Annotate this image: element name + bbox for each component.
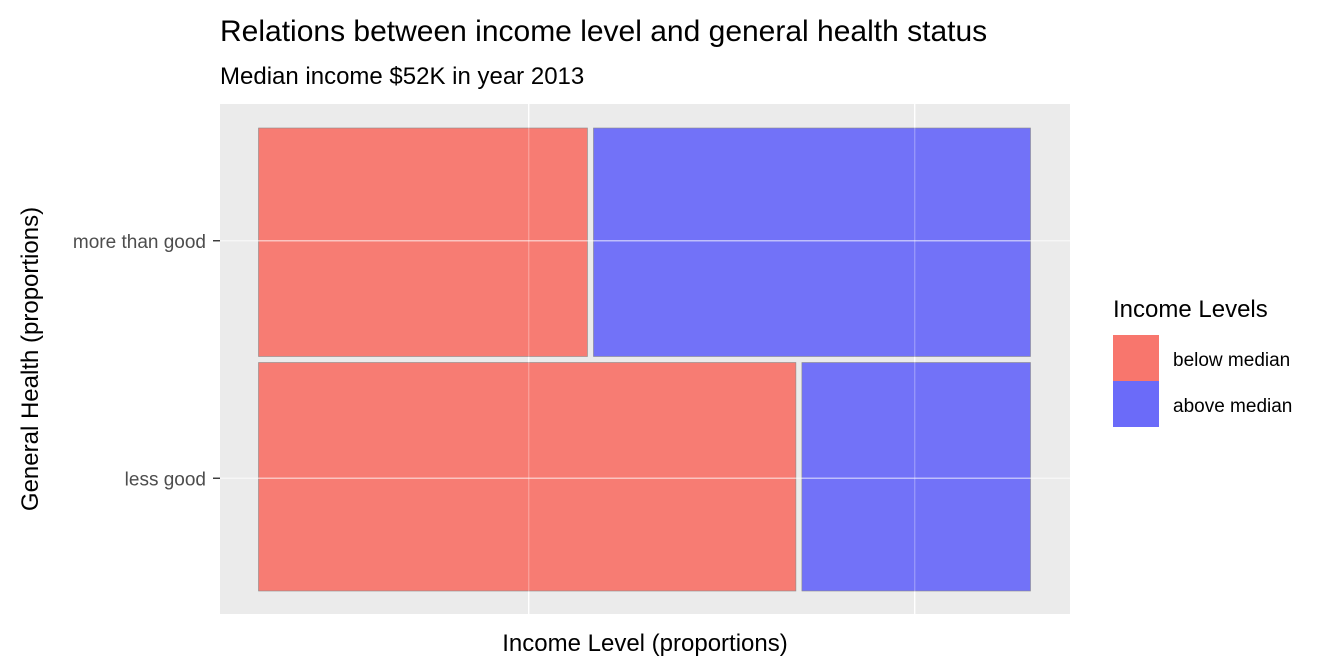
legend-key — [1113, 335, 1159, 381]
x-axis-title: Income Level (proportions) — [502, 630, 787, 657]
legend-label: below median — [1173, 350, 1290, 371]
legend-key — [1113, 381, 1159, 427]
mosaic-tile — [593, 127, 1031, 357]
chart-title: Relations between income level and gener… — [220, 15, 987, 48]
y-axis-title: General Health (proportions) — [17, 207, 44, 511]
legend-label: above median — [1173, 396, 1292, 417]
mosaic-tile — [258, 362, 797, 592]
chart-subtitle: Median income $52K in year 2013 — [220, 63, 584, 90]
legend-title: Income Levels — [1113, 296, 1268, 323]
legend: Income Levels below median above median — [1113, 296, 1292, 427]
y-axis: less good more than good — [73, 232, 220, 490]
mosaic-tile — [258, 127, 588, 357]
y-tick-label: more than good — [73, 232, 206, 253]
mosaic-tiles — [258, 127, 1031, 592]
y-tick-label: less good — [125, 469, 206, 490]
mosaic-tile — [801, 362, 1031, 592]
